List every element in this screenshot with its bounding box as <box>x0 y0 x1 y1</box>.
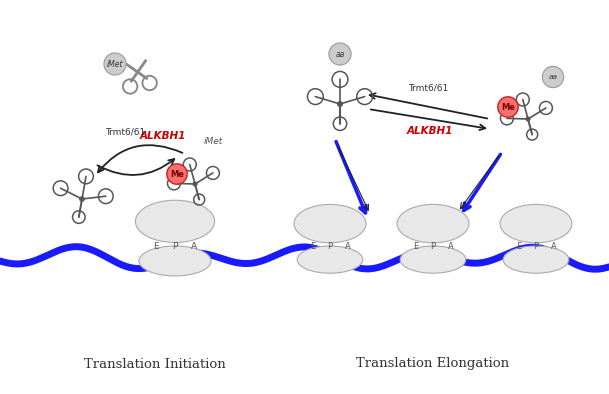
Text: aa: aa <box>549 74 557 80</box>
Text: A: A <box>551 242 557 251</box>
Text: E: E <box>310 242 315 251</box>
Circle shape <box>167 164 187 184</box>
Circle shape <box>337 101 343 107</box>
Ellipse shape <box>135 200 214 242</box>
Text: Trmt6/61: Trmt6/61 <box>105 128 146 136</box>
Text: Translation Elongation: Translation Elongation <box>356 357 510 370</box>
Circle shape <box>193 182 197 186</box>
Text: Me: Me <box>501 102 515 112</box>
Text: Me: Me <box>170 169 184 178</box>
Text: P: P <box>328 242 333 251</box>
Text: iMet: iMet <box>203 137 223 146</box>
Text: ALKBH1: ALKBH1 <box>407 126 453 136</box>
Ellipse shape <box>500 204 572 243</box>
Circle shape <box>526 117 530 121</box>
Text: P: P <box>533 242 538 251</box>
Circle shape <box>104 53 126 75</box>
Text: P: P <box>172 242 178 251</box>
Text: A: A <box>345 242 350 251</box>
Text: P: P <box>431 242 435 251</box>
Text: A: A <box>448 242 454 251</box>
Text: Translation Initiation: Translation Initiation <box>84 357 226 370</box>
Circle shape <box>80 197 85 201</box>
Circle shape <box>498 97 518 117</box>
Text: E: E <box>153 242 158 251</box>
Ellipse shape <box>503 246 569 273</box>
Text: aa: aa <box>336 50 345 58</box>
Ellipse shape <box>297 246 363 273</box>
Text: Trmt6/61: Trmt6/61 <box>408 83 448 92</box>
Text: E: E <box>413 242 418 251</box>
Text: ALKBH1: ALKBH1 <box>140 131 186 141</box>
Text: E: E <box>516 242 521 251</box>
Circle shape <box>543 66 564 87</box>
Text: A: A <box>191 242 197 251</box>
Ellipse shape <box>400 246 466 273</box>
Text: iMet: iMet <box>107 59 123 69</box>
Ellipse shape <box>294 204 366 243</box>
Ellipse shape <box>139 246 211 276</box>
Circle shape <box>329 43 351 65</box>
Ellipse shape <box>397 204 469 243</box>
